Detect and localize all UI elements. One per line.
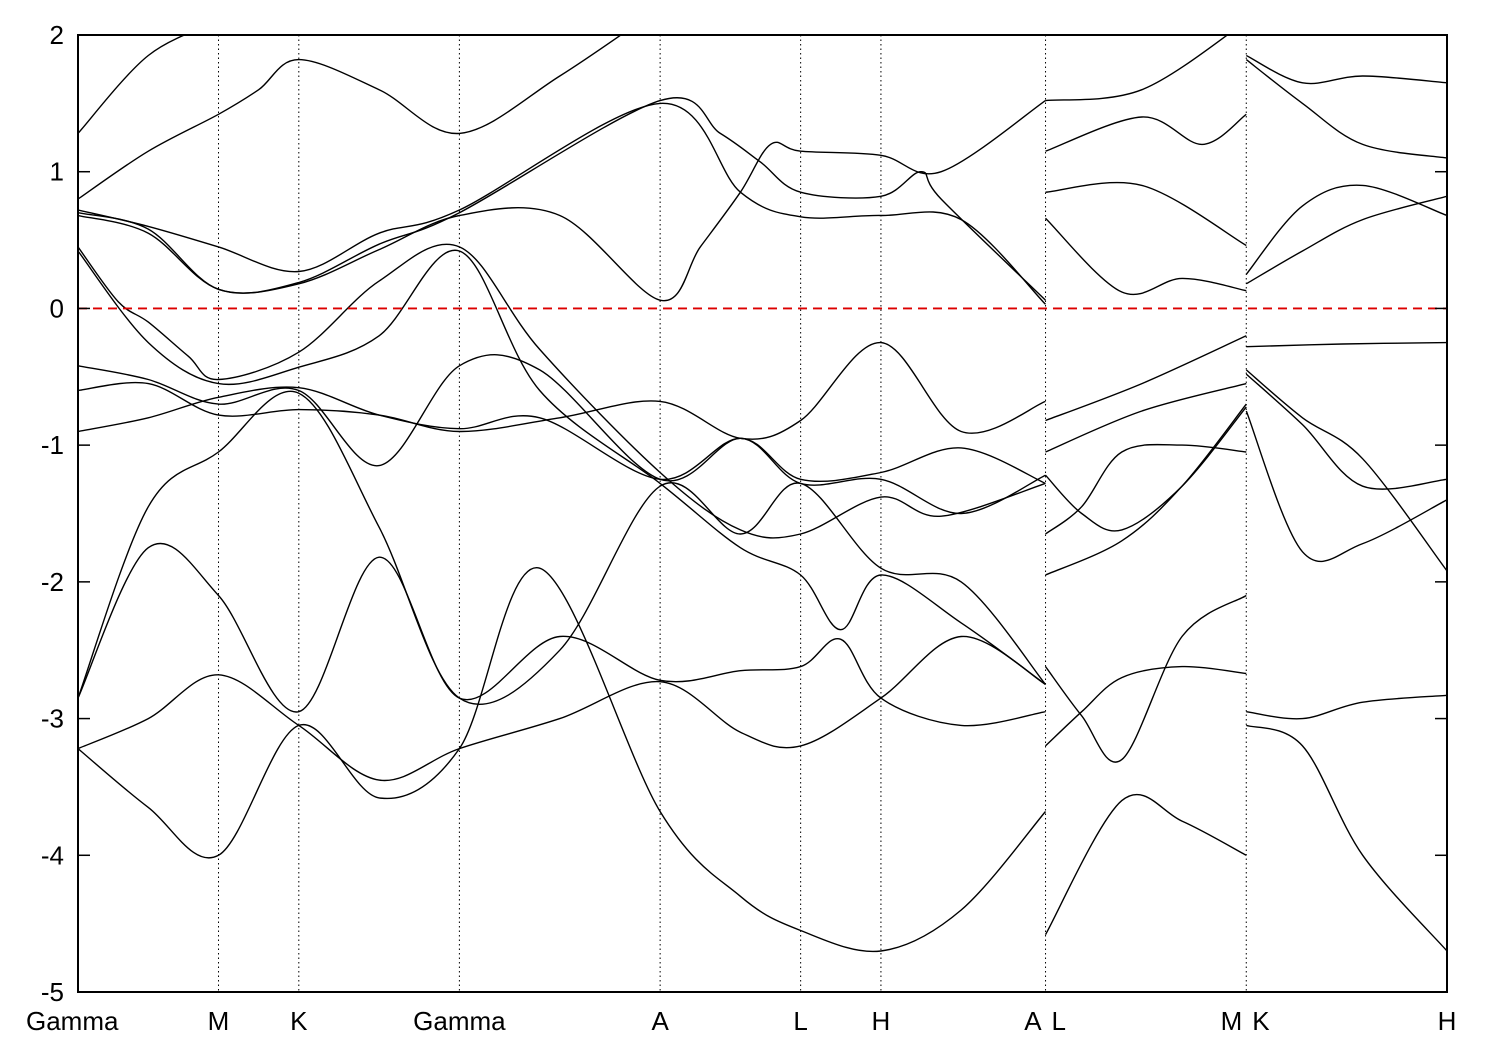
band-line: [1245, 195, 1447, 285]
band-line: [78, 100, 1046, 302]
y-tick-label: -1: [41, 430, 64, 460]
band-line: [1245, 59, 1447, 159]
band-line: [78, 249, 1046, 685]
band-line: [78, 390, 1047, 705]
band-line: [1245, 373, 1447, 490]
band-line: [1045, 382, 1247, 453]
x-tick-label: A: [1024, 1006, 1042, 1036]
band-line: [78, 102, 1046, 305]
band-line: [1245, 54, 1447, 85]
x-tick-label: Gamma: [26, 1006, 119, 1036]
band-line: [1044, 594, 1247, 763]
y-tick-label: -5: [41, 977, 64, 1007]
band-line: [1246, 724, 1447, 952]
band-line: [78, 35, 623, 200]
y-tick-label: 1: [50, 157, 64, 187]
x-tick-label: K: [290, 1006, 308, 1036]
x-tick-label: L: [1052, 1006, 1066, 1036]
band-line: [1044, 406, 1247, 532]
x-tick-label: Gamma: [413, 1006, 506, 1036]
y-tick-label: -3: [41, 704, 64, 734]
band-line: [1246, 341, 1447, 348]
x-tick-label: M: [1221, 1006, 1243, 1036]
x-tick-label: K: [1252, 1006, 1270, 1036]
x-tick-label: H: [872, 1006, 891, 1036]
y-tick-label: -2: [41, 567, 64, 597]
x-tick-label: A: [651, 1006, 669, 1036]
band-line: [1044, 793, 1247, 935]
band-line: [78, 635, 1046, 782]
y-tick-label: -4: [41, 840, 64, 870]
k-point-lines: [218, 35, 1247, 992]
band-line: [1246, 694, 1447, 720]
band-line: [1045, 443, 1247, 535]
x-tick-label: H: [1438, 1006, 1457, 1036]
band-line: [1045, 403, 1247, 576]
y-tick-label: 0: [50, 293, 64, 323]
x-tick-label: M: [208, 1006, 230, 1036]
band-line: [1045, 665, 1247, 747]
band-line: [78, 35, 187, 134]
band-line: [1045, 113, 1247, 152]
band-line: [78, 567, 1047, 953]
x-tick-label: L: [793, 1006, 807, 1036]
y-axis-ticks: 2 1 0 -1 -2 -3 -4 -5: [41, 20, 1447, 1007]
band-line: [78, 341, 1046, 440]
band-line: [1245, 369, 1447, 572]
band-line: [1245, 184, 1447, 275]
band-line: [78, 354, 1046, 485]
band-line: [1045, 335, 1247, 422]
band-line: [1045, 217, 1247, 296]
band-line: [78, 542, 1046, 727]
band-line: [78, 386, 1046, 515]
band-line: [78, 243, 1046, 539]
band-line: [1245, 410, 1447, 563]
y-tick-label: 2: [50, 20, 64, 50]
band-line: [78, 97, 1046, 301]
band-line: [1045, 181, 1247, 247]
x-axis-ticks: Gamma M K Gamma A L H A L M K H: [26, 1006, 1456, 1036]
band-line: [1045, 35, 1229, 102]
plot-frame: [77, 34, 1448, 993]
band-lines: [78, 35, 1447, 953]
